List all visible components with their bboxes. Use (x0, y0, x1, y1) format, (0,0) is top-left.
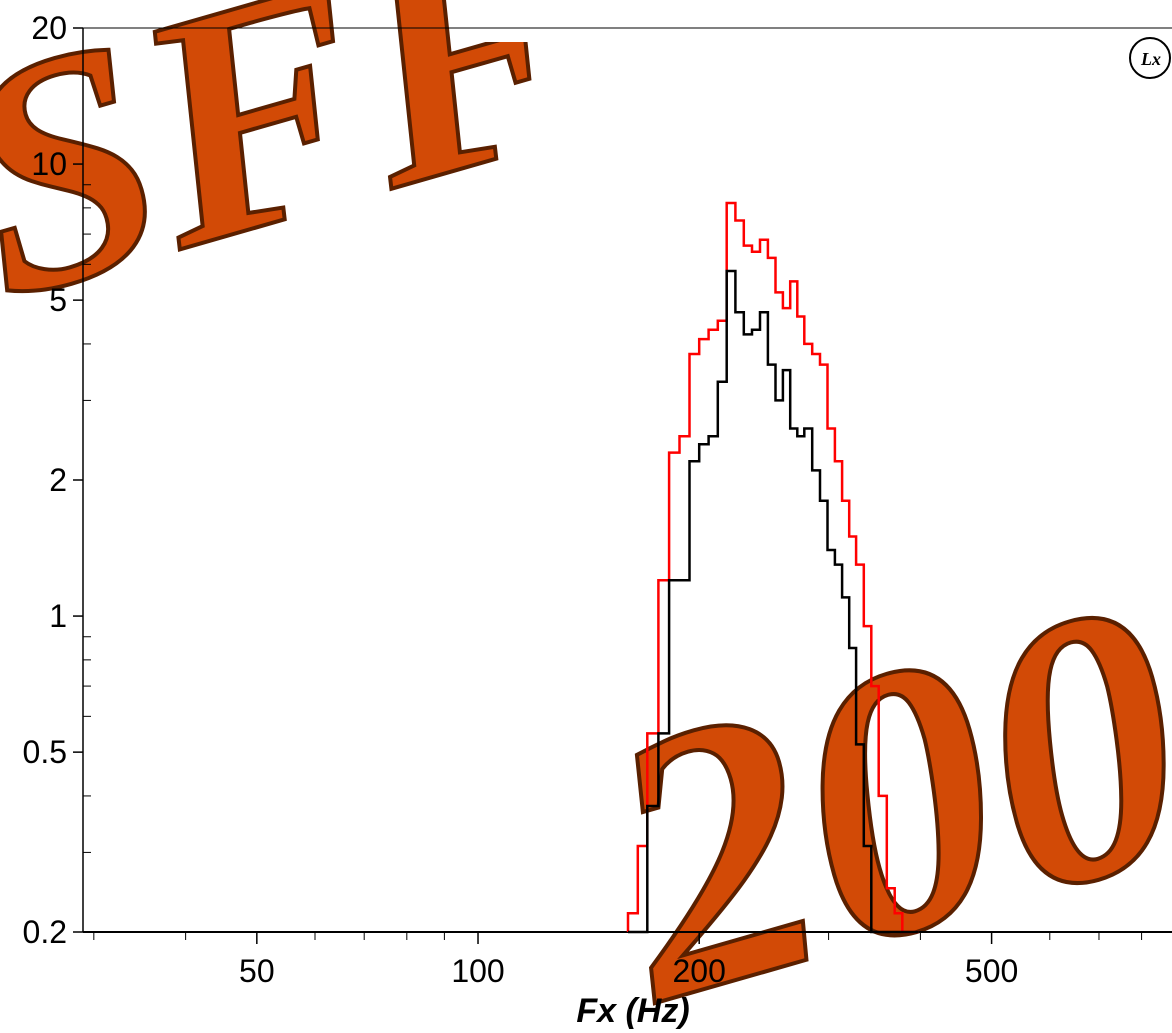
ticks: 0.2 0.5 1 2 5 10 20 50 100 200 500 (23, 10, 1143, 989)
lx-logo: Lx (1129, 37, 1171, 79)
x-tick-label-2: 200 (673, 953, 726, 989)
y-tick-label-3: 2 (49, 462, 67, 498)
y-tick-label-4: 5 (49, 282, 67, 318)
y-tick-label-0: 0.2 (23, 914, 67, 950)
x-tick-label-3: 500 (965, 953, 1018, 989)
series-line-0 (626, 201, 919, 934)
watermark-text-bottom: 200 (560, 520, 1172, 1033)
lx-logo-text: Lx (1140, 49, 1161, 69)
x-tick-label-0: 50 (239, 953, 275, 989)
x-axis-label: Fx (Hz) (576, 992, 689, 1030)
x-tick-label-1: 100 (451, 953, 504, 989)
y-tick-label-6: 20 (31, 10, 67, 46)
series-line-1 (628, 269, 919, 934)
y-tick-label-2: 1 (49, 598, 67, 634)
y-tick-label-5: 10 (31, 146, 67, 182)
y-tick-label-1: 0.5 (23, 734, 67, 770)
top-white-patch (452, 0, 788, 42)
series-layer (626, 201, 919, 934)
watermark-text-top: SFF (0, 0, 623, 369)
